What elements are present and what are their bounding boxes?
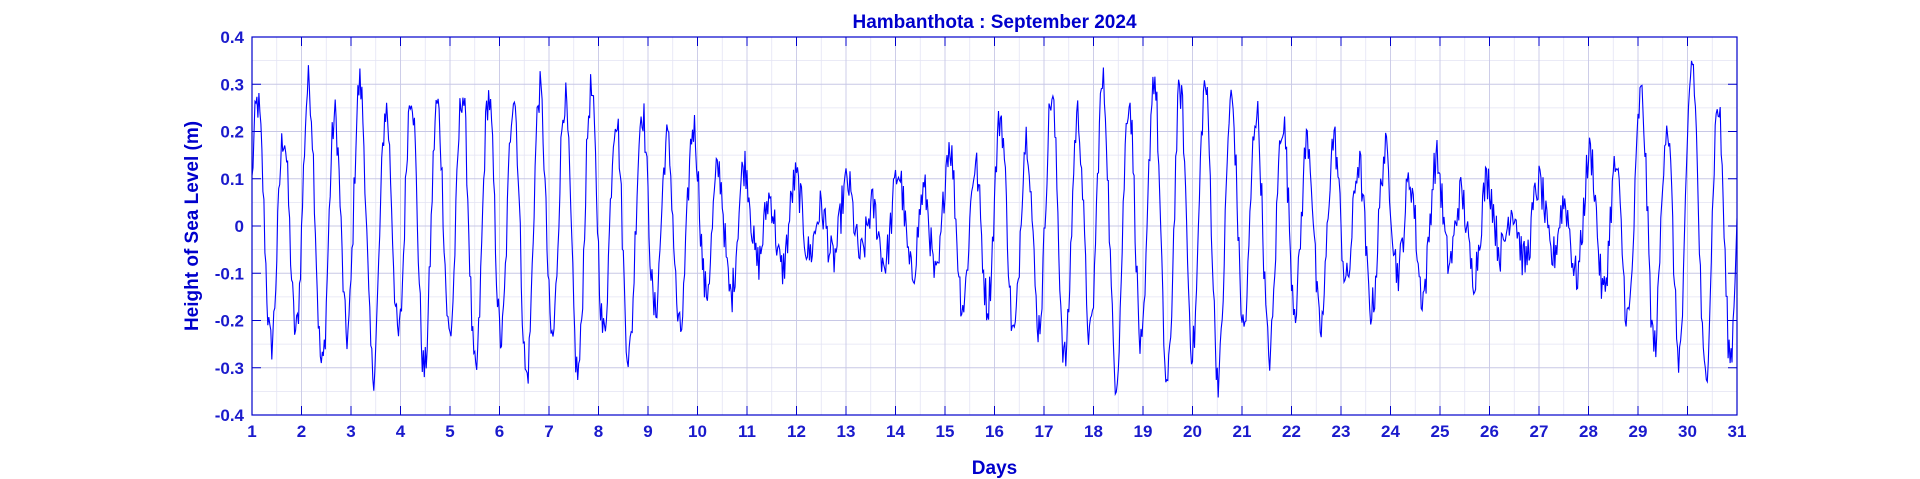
x-tick-label: 30 [1678,422,1697,441]
x-tick-label: 26 [1480,422,1499,441]
y-tick-label: -0.1 [215,264,244,283]
x-tick-label: 11 [738,422,756,441]
x-tick-label: 16 [985,422,1004,441]
x-tick-label: 9 [643,422,652,441]
y-tick-label: 0.4 [220,28,244,47]
x-tick-label: 12 [787,422,806,441]
x-tick-label: 18 [1084,422,1103,441]
x-tick-label: 22 [1282,422,1301,441]
x-tick-label: 3 [346,422,355,441]
x-tick-label: 10 [688,422,707,441]
x-axis-label: Days [972,458,1017,479]
x-tick-labels: 1 2 3 4 5 6 7 8 9 10 11 12 13 14 15 16 17 18 19 20 21 22 23 24 2… [247,422,1746,441]
x-tick-label: 21 [1233,422,1252,441]
y-tick-label: -0.3 [215,359,244,378]
x-tick-label: 2 [297,422,306,441]
y-tick-label: 0.2 [220,123,244,142]
x-tick-label: 28 [1579,422,1598,441]
x-tick-label: 27 [1530,422,1549,441]
x-tick-label: 1 [247,422,256,441]
x-tick-label: 8 [594,422,603,441]
grid-lines [251,36,1738,416]
y-axis-label: Height of Sea Level (m) [182,121,203,331]
x-tick-label: 14 [886,422,905,441]
axis-ticks [251,36,1738,416]
x-tick-label: 29 [1629,422,1648,441]
x-tick-label: 19 [1134,422,1153,441]
x-tick-label: 25 [1431,422,1450,441]
x-tick-label: 23 [1332,422,1351,441]
chart-title: Hambanthota : September 2024 [852,12,1136,33]
x-tick-label: 13 [837,422,856,441]
x-tick-label: 5 [445,422,454,441]
x-tick-label: 7 [544,422,553,441]
y-tick-label: 0 [235,217,244,236]
x-tick-label: 24 [1381,422,1400,441]
x-tick-label: 20 [1183,422,1202,441]
y-tick-label: 0.3 [220,75,244,94]
x-tick-label: 17 [1035,422,1054,441]
y-tick-label: -0.2 [215,312,244,331]
x-tick-label: 15 [936,422,955,441]
y-tick-label: 0.1 [220,170,244,189]
x-tick-label: 4 [396,422,406,441]
y-tick-label: -0.4 [215,406,245,425]
x-tick-label: 6 [495,422,504,441]
sea-level-series-line [252,60,1737,398]
x-tick-label: 31 [1728,422,1747,441]
y-tick-labels: 0.4 0.3 0.2 0.1 0 -0.1 -0.2 -0.3 -0.4 [215,28,245,425]
